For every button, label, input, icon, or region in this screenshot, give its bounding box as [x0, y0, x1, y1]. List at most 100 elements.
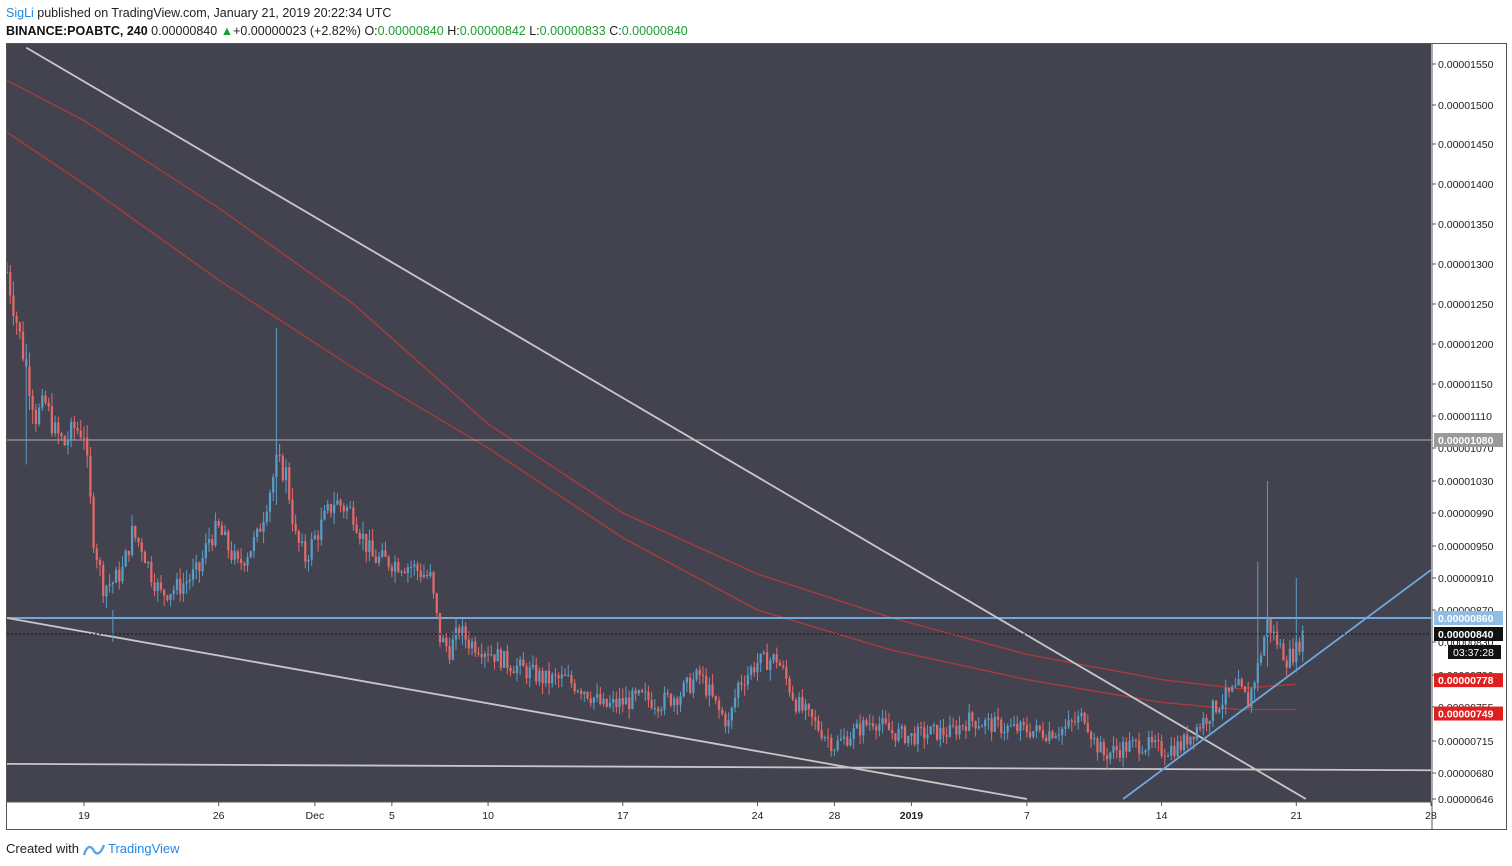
- candle-body: [782, 665, 785, 668]
- candle-body: [1259, 655, 1263, 663]
- candle-body: [240, 558, 243, 564]
- candle-body: [371, 540, 374, 557]
- candle-body: [695, 669, 698, 680]
- candle-body: [195, 562, 198, 570]
- time-tick-label: Dec: [306, 810, 325, 822]
- candle-body: [903, 726, 907, 744]
- price-chart[interactable]: 0.00001550 0.00001500 0.00001450 0.00001400…: [6, 43, 1507, 830]
- candle-body: [634, 690, 637, 694]
- price-tick-label: 0.00001450: [1438, 139, 1494, 151]
- candle-body: [477, 652, 480, 655]
- candle-body: [1032, 731, 1035, 737]
- candle-body: [345, 507, 349, 512]
- candle-body: [169, 594, 172, 600]
- time-tick-label: 5: [389, 810, 395, 822]
- candle-body: [1195, 727, 1198, 740]
- tradingview-logo-icon: [82, 844, 105, 855]
- candle-body: [1048, 731, 1051, 742]
- candle-body: [47, 402, 50, 407]
- candle-body: [794, 699, 798, 712]
- ma-price-label: 0.00000778: [1438, 675, 1494, 687]
- candle-body: [220, 525, 224, 536]
- price-tick-label: 0.00000910: [1438, 573, 1494, 585]
- candle-body: [1073, 721, 1077, 723]
- candle-body: [547, 670, 551, 684]
- candle-body: [589, 698, 592, 704]
- candle-body: [1064, 726, 1067, 729]
- candle-body: [1115, 745, 1118, 751]
- candle-body: [1041, 730, 1045, 738]
- chart-frame[interactable]: 0.00001550 0.00001500 0.00001450 0.00001400…: [6, 43, 1507, 830]
- candle-body: [1214, 700, 1218, 713]
- candle-body: [538, 670, 541, 682]
- candle-body: [163, 589, 166, 596]
- candle-body: [557, 675, 560, 679]
- candle-body: [689, 677, 692, 694]
- candle-body: [618, 698, 621, 707]
- low-label: L:: [529, 24, 540, 38]
- candle-body: [15, 316, 18, 323]
- candle-body: [628, 697, 631, 709]
- candle-body: [316, 535, 320, 540]
- candle-body: [875, 726, 878, 731]
- candle-body: [1057, 735, 1061, 737]
- candle-body: [172, 589, 175, 595]
- candle-body: [836, 740, 839, 751]
- candle-body: [397, 561, 400, 573]
- up-arrow-icon: ▲: [220, 24, 234, 38]
- candle-body: [1218, 709, 1221, 713]
- candle-body: [814, 717, 817, 721]
- candle-body: [211, 539, 214, 546]
- candle-body: [377, 556, 381, 563]
- candle-body: [413, 564, 416, 567]
- candle-body: [1253, 682, 1256, 689]
- candle-body: [919, 726, 923, 728]
- candle-body: [262, 521, 265, 532]
- candle-body: [339, 500, 342, 506]
- candle-body: [89, 455, 92, 497]
- candle-body: [474, 641, 477, 653]
- candle-body: [70, 421, 73, 441]
- candle-body: [900, 726, 903, 730]
- level-price-label-bg: [1434, 433, 1503, 447]
- candle-body: [1012, 723, 1016, 726]
- candle-body: [156, 582, 159, 591]
- candle-body: [291, 499, 294, 524]
- candle-body: [483, 653, 486, 658]
- candle-body: [223, 531, 227, 536]
- candle-body: [1093, 738, 1096, 740]
- candle-body: [252, 537, 256, 552]
- symbol-line: BINANCE:POABTC, 240 0.00000840 ▲+0.00000…: [6, 22, 1506, 40]
- candle-body: [1291, 648, 1295, 663]
- candle-body: [897, 729, 900, 741]
- candle-body: [599, 694, 602, 704]
- candle-body: [381, 550, 384, 557]
- candle-body: [143, 551, 147, 564]
- candle-body: [846, 736, 849, 746]
- candle-body: [134, 526, 137, 538]
- candle-body: [333, 504, 336, 513]
- candle-body: [1176, 741, 1179, 756]
- candle-body: [1089, 732, 1093, 740]
- tradingview-brand[interactable]: TradingView: [108, 841, 180, 856]
- price-tick-label: 0.00000680: [1438, 768, 1494, 780]
- candle-body: [656, 708, 660, 712]
- high-label: H:: [447, 24, 460, 38]
- candle-body: [34, 409, 37, 424]
- close-label: C:: [609, 24, 622, 38]
- ma-price-label: 0.00000749: [1438, 709, 1494, 721]
- candle-body: [945, 735, 948, 737]
- candle-body: [207, 539, 211, 544]
- ma-price-label-bg: [1434, 673, 1503, 688]
- candle-body: [92, 496, 95, 549]
- candle-body: [1202, 717, 1205, 729]
- author-link[interactable]: SigLi: [6, 6, 34, 20]
- candle-body: [858, 723, 862, 736]
- price-tick-label: 0.00000646: [1438, 794, 1494, 806]
- candle-body: [1279, 643, 1282, 645]
- candle-body: [996, 716, 1000, 720]
- candle-body: [18, 322, 21, 332]
- candle-body: [1054, 735, 1057, 739]
- candle-body: [1086, 723, 1089, 733]
- candle-body: [1288, 648, 1292, 668]
